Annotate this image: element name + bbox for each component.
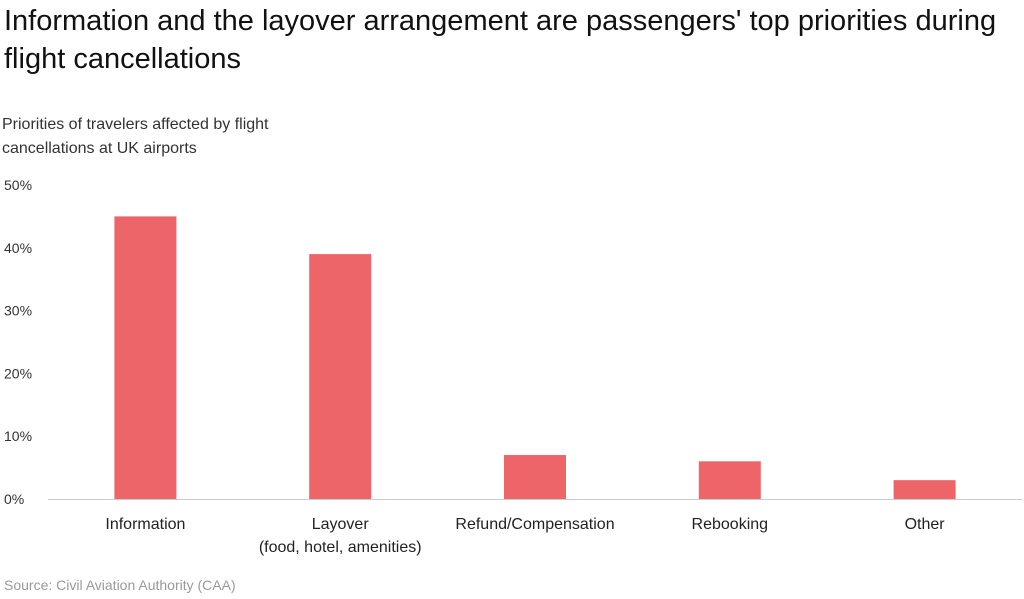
bar [893, 480, 956, 499]
y-tick-label: 50% [4, 177, 32, 193]
bar [698, 461, 761, 499]
bar [114, 216, 177, 499]
x-category-label: (food, hotel, amenities) [259, 539, 422, 556]
bars [114, 216, 956, 499]
x-category-label: Information [105, 516, 185, 533]
y-tick-label: 10% [4, 428, 32, 444]
x-category-label: Layover [312, 516, 370, 533]
y-axis-ticks: 0% 10% 20% 30% 40% 50% [4, 177, 32, 507]
x-category-label: Rebooking [692, 516, 769, 533]
chart-title: Information and the layover arrangement … [4, 5, 997, 75]
chart-subtitle: Priorities of travelers affected by flig… [2, 116, 269, 157]
bar [309, 254, 372, 499]
y-tick-label: 20% [4, 365, 32, 381]
category-labels: Information Layover (food, hotel, amenitie… [105, 516, 945, 556]
bar [504, 455, 566, 499]
x-category-label: Refund/Compensation [455, 516, 614, 533]
source-note: Source: Civil Aviation Authority (CAA) [4, 577, 236, 593]
y-tick-label: 0% [4, 491, 24, 507]
y-tick-label: 30% [4, 303, 32, 319]
y-tick-label: 40% [4, 240, 32, 256]
x-category-label: Other [905, 516, 946, 533]
